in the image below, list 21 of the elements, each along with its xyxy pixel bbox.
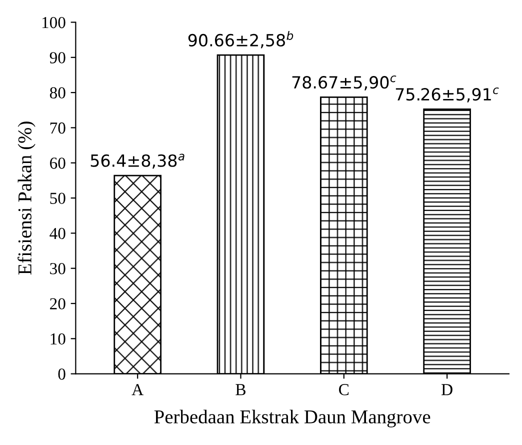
y-tick-label: 30 [50,263,66,274]
y-tick-label: 70 [50,122,66,134]
x-tick-label: A [132,384,144,396]
x-tick-label: C [339,384,349,396]
data-label: 75.26±5,91$^{c}$ [396,87,499,102]
x-axis-title: Perbedaan Ekstrak Daun Mangrove [154,410,430,428]
y-tick-label: 80 [50,87,66,99]
y-tick-label: 20 [50,298,66,310]
data-label: 78.67±5,90$^{c}$ [292,75,396,90]
x-tick-label: B [236,384,246,396]
y-tick-label: 90 [50,52,66,64]
x-tick-label: D [442,384,452,396]
data-label: 56.4±8,38$^{a}$ [90,154,184,169]
y-axis-title: Efisiensi Pakan (%) [18,122,36,275]
y-tick-label: 40 [50,228,66,240]
y-tick-label: 10 [50,333,66,345]
y-tick-label: 0 [58,368,66,380]
y-tick-label: 100 [42,16,66,28]
y-tick-label: 50 [50,192,66,204]
y-tick-label: 60 [50,158,66,169]
data-label: 90.66±2,58$^{b}$ [188,31,294,48]
